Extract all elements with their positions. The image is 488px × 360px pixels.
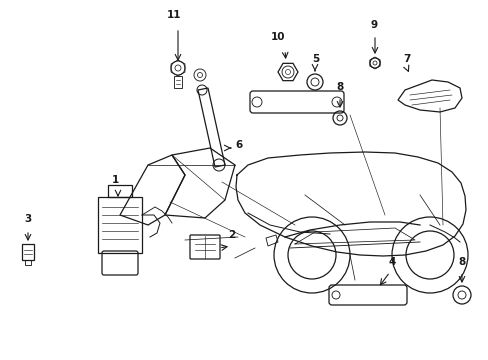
Text: 5: 5 [312,54,319,64]
Text: 1: 1 [111,175,119,185]
Text: 4: 4 [387,257,395,267]
Bar [108,185,132,197]
Text: 7: 7 [403,54,410,64]
Bar [174,76,182,88]
Text: 8: 8 [457,257,465,267]
Text: 6: 6 [235,140,242,150]
Text: 9: 9 [370,20,377,30]
Text: 3: 3 [24,214,32,224]
Text: 2: 2 [227,230,235,240]
Bar [25,260,31,265]
Bar [22,244,34,260]
Text: 8: 8 [336,82,343,92]
Text: 11: 11 [166,10,181,20]
Text: 10: 10 [270,32,285,42]
Bar [98,197,142,253]
